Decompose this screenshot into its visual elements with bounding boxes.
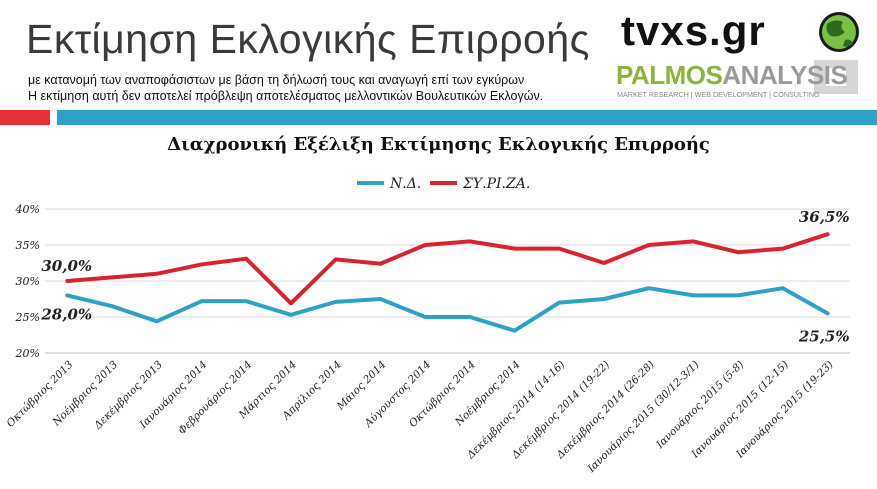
data-label-syriza-last: 36,5% <box>799 208 850 226</box>
data-label-nd-first: 28,0% <box>40 305 92 323</box>
y-tick-label: 35% <box>16 239 40 252</box>
accent-bar-red <box>0 110 50 125</box>
y-tick-label: 20% <box>15 347 40 360</box>
accent-bar-blue <box>57 110 877 125</box>
legend-label-nd: Ν.Δ. <box>389 176 421 192</box>
svg-text:PALMOSANALYSIS: PALMOSANALYSIS <box>616 60 848 90</box>
palmos-tagline: MARKET RESEARCH | WEB DEVELOPMENT | CONS… <box>617 90 820 99</box>
page-title: Εκτίμηση Εκλογικής Επιρροής <box>26 16 590 62</box>
data-label-nd-last: 25,5% <box>798 327 850 345</box>
series-line-syriza <box>65 232 830 306</box>
palmos-analysis-logo: PALMOSANALYSIS MARKET RESEARCH | WEB DEV… <box>616 60 858 99</box>
subtitle-line-2: Η εκτίμηση αυτή δεν αποτελεί πρόβλεψη απ… <box>28 89 544 103</box>
tvxs-logo-text: tvxs.gr <box>621 7 766 54</box>
y-tick-label: 30% <box>16 275 40 288</box>
globe-icon <box>819 12 859 52</box>
x-tick-label: Φεβρουάριος 2014 <box>176 359 254 437</box>
x-tick-label: Ιανουάριος 2015 (5-8) <box>653 359 746 452</box>
y-tick-label: 40% <box>15 203 40 216</box>
chart-title: Διαχρονική Εξέλιξη Εκτίμησης Εκλογικής Ε… <box>167 134 710 155</box>
x-tick-label: Ιανουάριος 2015 (19-23) <box>733 359 835 461</box>
palmos-logo-word: PALMOS <box>616 60 722 90</box>
series-line-nd <box>65 286 830 333</box>
tvxs-logo: tvxs.gr <box>621 7 859 54</box>
y-tick-label: 25% <box>15 311 40 324</box>
legend-label-syriza: ΣΥ.ΡΙ.ΖΑ. <box>462 176 530 192</box>
analysis-logo-word: ANALYSIS <box>722 60 847 90</box>
data-label-syriza-first: 30,0% <box>41 257 92 275</box>
subtitle-line-1: με κατανομή των αναποφάσιστων με βάση τη… <box>28 73 525 87</box>
